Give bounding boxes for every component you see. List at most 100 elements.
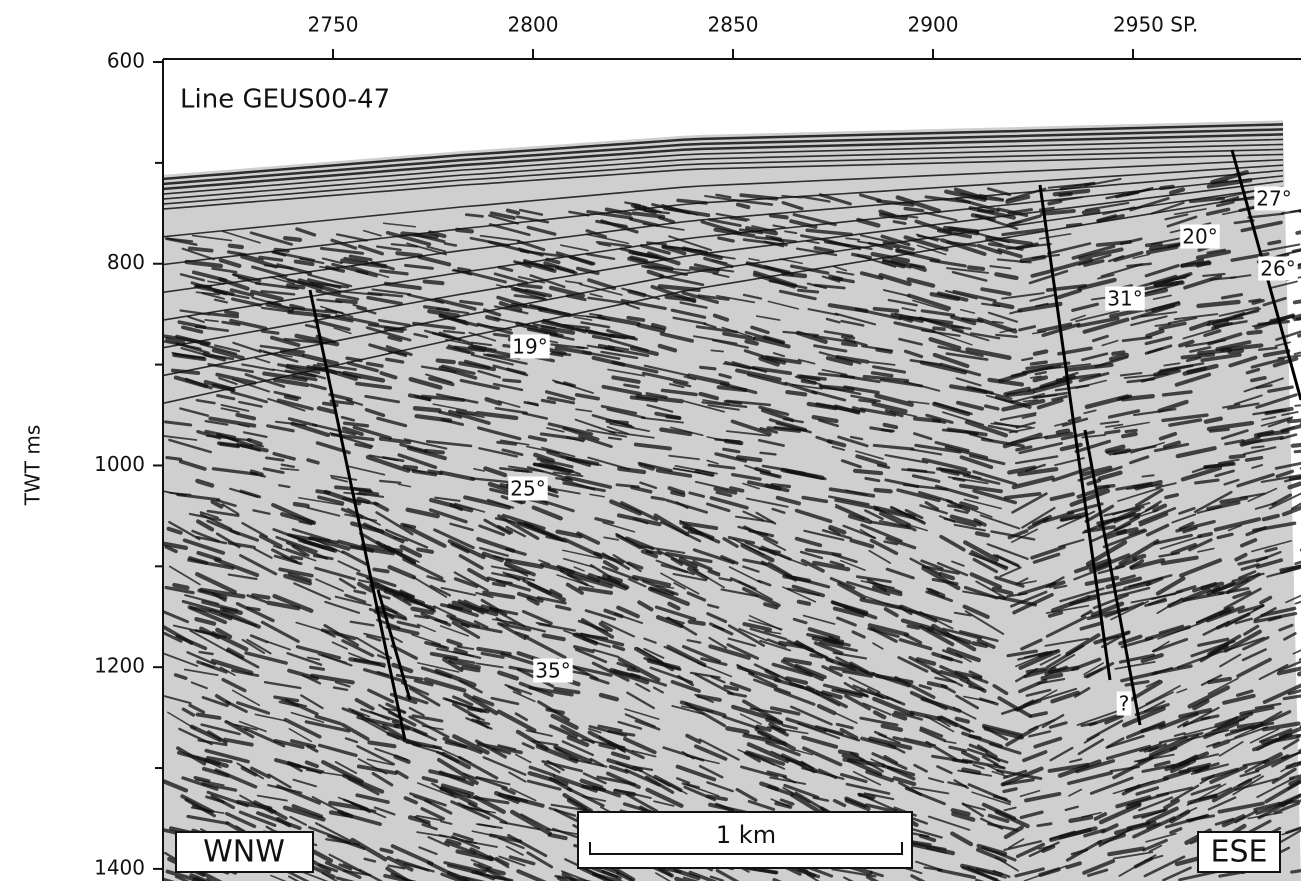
- reflector: [167, 458, 181, 460]
- reflector: [285, 238, 300, 240]
- reflector: [230, 246, 242, 248]
- reflector: [374, 569, 387, 571]
- reflector: [894, 222, 905, 224]
- reflector: [1143, 475, 1154, 476]
- x-tick-label: 2800: [508, 13, 559, 37]
- reflector: [1231, 456, 1244, 457]
- reflector: [738, 204, 748, 207]
- dip-annotation: 26°: [1260, 257, 1295, 281]
- reflector: [963, 770, 979, 773]
- reflector: [415, 408, 439, 410]
- reflector: [1292, 870, 1301, 872]
- dip-annotation: 25°: [510, 477, 545, 501]
- reflector: [1123, 434, 1136, 436]
- reflector: [761, 453, 776, 455]
- reflector: [811, 655, 822, 657]
- reflector: [386, 328, 402, 330]
- reflector: [494, 584, 505, 586]
- reflector: [1295, 345, 1301, 354]
- reflector: [653, 325, 664, 328]
- reflector: [711, 350, 723, 351]
- reflector: [190, 248, 212, 250]
- y-tick-label: 1000: [94, 452, 145, 476]
- reflector: [876, 490, 891, 491]
- dip-annotation: 19°: [512, 335, 547, 359]
- reflector: [487, 317, 498, 320]
- reflector: [609, 438, 621, 440]
- reflector: [425, 281, 443, 283]
- reflector: [359, 499, 369, 502]
- reflector: [1295, 450, 1301, 452]
- reflector: [1198, 262, 1209, 265]
- reflector: [498, 442, 516, 444]
- reflector: [438, 361, 454, 363]
- reflector: [1031, 362, 1046, 364]
- reflector: [504, 380, 520, 381]
- reflector: [969, 267, 983, 269]
- reflector: [295, 504, 308, 506]
- reflector: [1084, 211, 1098, 213]
- reflector: [908, 626, 918, 628]
- x-tick-label: 2900: [908, 13, 959, 37]
- reflector: [317, 491, 329, 493]
- reflector: [508, 210, 518, 213]
- dip-annotation: 27°: [1256, 187, 1291, 211]
- dip-annotation: 35°: [535, 659, 570, 683]
- reflector: [1126, 430, 1136, 431]
- scale-bar-label: 1 km: [716, 821, 776, 849]
- reflector: [577, 347, 588, 348]
- direction-left: WNW: [203, 835, 285, 870]
- reflector: [1206, 419, 1221, 422]
- reflector: [1035, 351, 1046, 353]
- reflector: [466, 215, 482, 217]
- reflector: [1252, 378, 1265, 381]
- reflector: [934, 328, 944, 329]
- reflector: [1296, 560, 1301, 564]
- reflector: [418, 549, 432, 551]
- reflector: [215, 291, 226, 293]
- x-tick-label: 2850: [708, 13, 759, 37]
- reflector: [854, 408, 864, 411]
- reflector: [262, 331, 278, 333]
- reflector: [1295, 298, 1301, 302]
- reflector: [1161, 187, 1173, 188]
- reflector: [331, 812, 347, 815]
- y-tick-label: 600: [107, 49, 145, 73]
- dip-annotation: ?: [1119, 692, 1130, 716]
- reflector: [957, 719, 968, 722]
- reflector: [292, 557, 302, 559]
- reflector: [311, 667, 324, 669]
- reflector: [1269, 242, 1280, 244]
- reflector: [275, 250, 288, 251]
- reflector: [875, 309, 898, 311]
- figure: Line GEUS00-47 TWT ms WNW ESE 1 km 60080…: [0, 0, 1301, 881]
- reflector: [226, 312, 237, 314]
- reflector: [798, 290, 817, 292]
- reflector: [859, 400, 875, 402]
- reflector: [1248, 332, 1260, 333]
- reflector: [1106, 431, 1119, 433]
- reflector: [746, 341, 756, 343]
- dip-annotation: 31°: [1107, 287, 1142, 311]
- reflector: [690, 622, 704, 624]
- dip-annotation: 20°: [1182, 225, 1217, 249]
- reflector: [1113, 352, 1123, 353]
- reflector: [771, 215, 787, 217]
- reflector: [1247, 458, 1262, 460]
- reflector: [1252, 446, 1264, 447]
- reflector: [590, 314, 601, 316]
- reflector: [885, 425, 897, 427]
- y-tick-label: 800: [107, 250, 145, 274]
- reflector: [368, 364, 382, 366]
- y-axis-label: TWT ms: [21, 425, 45, 506]
- reflector: [296, 262, 313, 265]
- reflector: [458, 268, 470, 270]
- reflector: [652, 497, 664, 499]
- x-tick-label: 2750: [308, 13, 359, 37]
- reflector: [1049, 201, 1060, 203]
- reflector: [173, 370, 198, 373]
- reflector: [397, 253, 421, 255]
- x-tick-label: 2950 SP.: [1113, 13, 1198, 37]
- reflector: [738, 457, 760, 460]
- reflector: [404, 467, 416, 468]
